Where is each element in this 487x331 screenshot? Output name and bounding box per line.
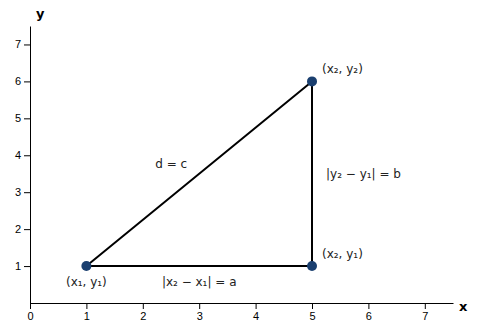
chart: 0 1 2 3 4 5 6 7 1 2 3 4 5 6 7 x y (x₁, y₁) (x₂, y₂) (x₂, y₁… [0,0,487,331]
annotation: |y₂ − y₁| = b [326,167,401,181]
tick-label: 2 [140,310,146,322]
tick-mark [24,44,30,45]
tick: 2 [140,303,146,322]
triangle-line [86,81,312,266]
x-axis-title: x [459,299,468,314]
tick-label: 6 [15,75,21,87]
tick-label: 4 [253,310,259,322]
tick: 4 [253,303,259,322]
tick-label: 6 [366,310,372,322]
tick-label: 5 [15,112,21,124]
marks [81,76,317,271]
tick-mark [24,229,30,230]
tick: 1 [84,303,90,322]
tick: 2 [15,223,30,235]
tick-mark [368,303,369,309]
axis-line [30,27,31,304]
tick-label: 1 [84,310,90,322]
tick: 3 [15,186,30,198]
tick-label: 2 [15,223,21,235]
point [307,261,317,271]
tick: 1 [15,260,30,272]
tick-mark [143,303,144,309]
tick-mark [24,192,30,193]
y-axis: 1 2 3 4 5 6 7 [15,27,31,304]
axis-line [31,303,454,304]
annotation: (x₂, y₂) [322,62,363,76]
tick-mark [30,303,31,309]
tick-mark [256,303,257,309]
plot: 0 1 2 3 4 5 6 7 1 2 3 4 5 6 7 x y (x₁, y₁) (x₂, y₂) (x₂, y₁… [15,6,468,322]
annotation: |x₂ − x₁| = a [162,275,237,289]
tick: 0 [27,303,33,322]
tick: 5 [309,303,315,322]
tick: 7 [422,303,428,322]
tick: 7 [15,38,30,50]
tick-label: 1 [15,260,21,272]
annotation: (x₂, y₁) [322,247,363,261]
tick: 5 [15,112,30,124]
tick-mark [24,118,30,119]
tick-label: 7 [422,310,428,322]
tick: 6 [15,75,30,87]
tick-label: 3 [197,310,203,322]
point [307,76,317,86]
tick-mark [24,155,30,156]
tick-mark [199,303,200,309]
tick-label: 4 [15,149,21,161]
tick-label: 0 [27,310,33,322]
tick-label: 5 [309,310,315,322]
point [81,261,91,271]
tick-label: 3 [15,186,21,198]
annotation: (x₁, y₁) [66,275,107,289]
tick-mark [24,81,30,82]
tick: 3 [197,303,203,322]
tick: 6 [366,303,372,322]
tick-mark [24,266,30,267]
tick-mark [312,303,313,309]
tick-mark [86,303,87,309]
x-axis: 0 1 2 3 4 5 6 7 [27,303,453,322]
tick-label: 7 [15,38,21,50]
annotations: (x₁, y₁) (x₂, y₂) (x₂, y₁) d = c |x₂ − x₁| =… [66,62,401,289]
tick-mark [425,303,426,309]
y-axis-title: y [36,6,45,21]
tick: 4 [15,149,30,161]
annotation: d = c [155,157,187,171]
